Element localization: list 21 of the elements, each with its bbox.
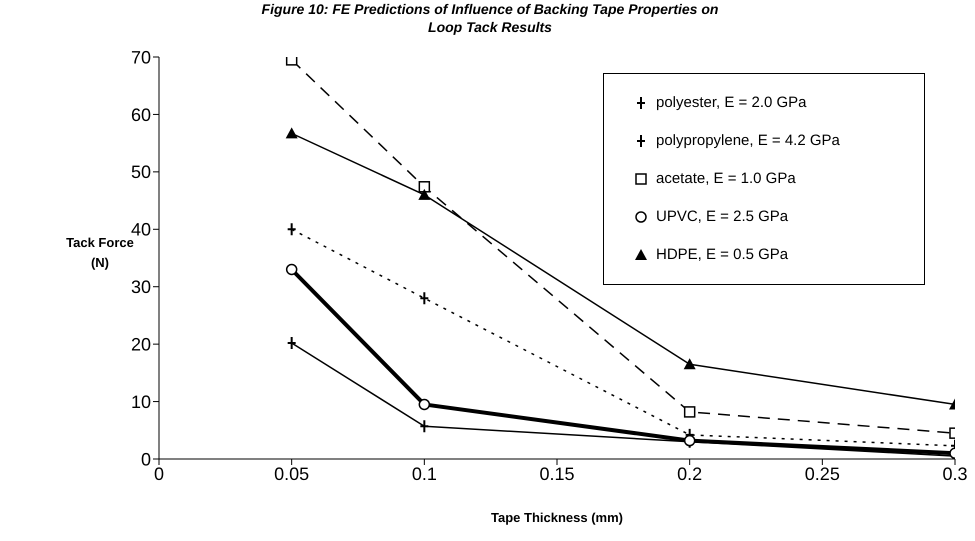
x-tick-label: 0.2 <box>677 464 702 484</box>
y-tick-label: 30 <box>130 277 151 298</box>
y-tick-label: 0 <box>140 449 151 470</box>
x-tick-label: 0.1 <box>412 464 437 484</box>
y-tick-label: 70 <box>130 47 151 68</box>
legend-label: polypropylene, E = 4.2 GPa <box>656 132 840 149</box>
legend-label: UPVC, E = 2.5 GPa <box>656 208 788 225</box>
x-tick-label: 0.3 <box>942 464 968 484</box>
legend-label: acetate, E = 1.0 GPa <box>656 170 796 187</box>
x-tick-label: 0.05 <box>274 464 310 484</box>
legend-label: polyester, E = 2.0 GPa <box>656 94 807 111</box>
y-tick-label: 10 <box>130 392 151 412</box>
x-tick-label: 0.25 <box>804 464 840 484</box>
y-tick-label: 50 <box>130 162 151 182</box>
y-tick-label: 60 <box>130 104 151 125</box>
x-axis-title: Tape Thickness (mm) <box>490 510 624 525</box>
chart-title: Figure 10: FE Predictions of Influence of Backing Tape Properties on Loop Tack Results <box>260 0 720 36</box>
y-tick-label: 20 <box>130 334 151 355</box>
x-tick-label: 0.15 <box>539 464 575 484</box>
x-tick-label: 0 <box>154 464 164 484</box>
legend-label: HDPE, E = 0.5 GPa <box>656 246 788 263</box>
